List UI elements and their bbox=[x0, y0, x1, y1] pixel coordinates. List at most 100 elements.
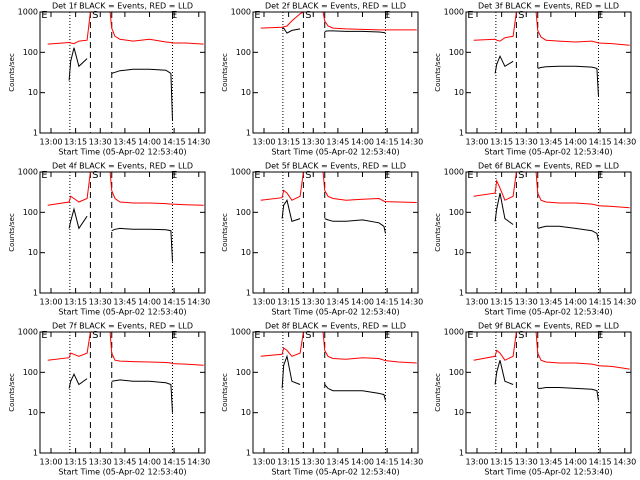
x-tick-label: 13:15 bbox=[490, 138, 513, 147]
y-axis-label: Counts/sec bbox=[434, 213, 442, 252]
y-tick-label: 100 bbox=[449, 368, 464, 377]
x-tick-label: 14:15 bbox=[376, 138, 399, 147]
marker-label: E bbox=[467, 170, 473, 181]
marker-label: E bbox=[597, 170, 603, 181]
x-tick-label: 14:30 bbox=[400, 138, 423, 147]
x-tick-label: 14:00 bbox=[138, 298, 161, 307]
marker-label: S bbox=[518, 330, 524, 341]
x-tick-label: 14:30 bbox=[187, 138, 210, 147]
y-tick-label: 1 bbox=[33, 129, 38, 138]
series-line bbox=[68, 47, 173, 121]
marker-label: E bbox=[467, 10, 473, 21]
x-tick-label: 13:00 bbox=[252, 458, 275, 467]
y-tick-label: 1000 bbox=[231, 8, 251, 17]
y-tick-label: 1 bbox=[246, 289, 251, 298]
x-tick-label: 14:30 bbox=[613, 458, 636, 467]
marker-label: E bbox=[254, 170, 260, 181]
x-axis-label: Start Time (05-Apr-02 12:53:40) bbox=[271, 468, 399, 477]
marker-label: S bbox=[305, 330, 311, 341]
marker-label: E bbox=[384, 10, 390, 21]
y-tick-label: 10 bbox=[241, 408, 251, 417]
panel-title: Det 7f BLACK = Events, RED = LLD bbox=[52, 322, 193, 331]
series-line bbox=[281, 27, 386, 34]
y-tick-label: 1000 bbox=[444, 168, 464, 177]
x-tick-label: 13:45 bbox=[326, 138, 349, 147]
marker-label: E bbox=[467, 330, 473, 341]
x-tick-label: 13:00 bbox=[465, 298, 488, 307]
x-tick-label: 14:00 bbox=[138, 458, 161, 467]
y-tick-label: 1 bbox=[33, 289, 38, 298]
marker-label: S bbox=[92, 330, 98, 341]
y-tick-label: 100 bbox=[236, 368, 251, 377]
x-tick-label: 13:00 bbox=[252, 138, 275, 147]
marker-label: E bbox=[384, 170, 390, 181]
panel-title: Det 9f BLACK = Events, RED = LLD bbox=[478, 322, 619, 331]
x-tick-label: 13:30 bbox=[89, 138, 112, 147]
x-axis-label: Start Time (05-Apr-02 12:53:40) bbox=[484, 308, 612, 317]
x-tick-label: 13:15 bbox=[277, 138, 300, 147]
y-tick-label: 1 bbox=[246, 449, 251, 458]
x-tick-label: 13:15 bbox=[64, 298, 87, 307]
x-axis-label: Start Time (05-Apr-02 12:53:40) bbox=[58, 468, 186, 477]
y-tick-label: 1000 bbox=[231, 168, 251, 177]
marker-label: E bbox=[171, 10, 177, 21]
y-tick-label: 1000 bbox=[18, 8, 38, 17]
x-tick-label: 13:00 bbox=[252, 298, 275, 307]
marker-label: S bbox=[92, 170, 98, 181]
x-tick-label: 14:15 bbox=[589, 298, 612, 307]
y-tick-label: 10 bbox=[28, 408, 38, 417]
series-line bbox=[281, 198, 386, 234]
y-tick-label: 1 bbox=[246, 129, 251, 138]
series-line bbox=[494, 192, 599, 241]
y-tick-label: 10 bbox=[241, 88, 251, 97]
x-tick-label: 14:15 bbox=[376, 458, 399, 467]
y-axis-label: Counts/sec bbox=[8, 373, 16, 412]
marker-label: E bbox=[41, 170, 47, 181]
x-tick-label: 14:00 bbox=[351, 458, 374, 467]
plot-frame bbox=[252, 11, 419, 134]
series-line bbox=[473, 331, 630, 370]
marker-label: S bbox=[305, 170, 311, 181]
marker-label: E bbox=[171, 170, 177, 181]
series-line bbox=[494, 54, 599, 97]
x-tick-label: 13:30 bbox=[302, 458, 325, 467]
plot-frame bbox=[465, 11, 632, 134]
series-line bbox=[68, 373, 173, 413]
x-tick-label: 13:00 bbox=[39, 298, 62, 307]
marker-label: E bbox=[597, 330, 603, 341]
x-axis-label: Start Time (05-Apr-02 12:53:40) bbox=[271, 148, 399, 157]
x-tick-label: 13:15 bbox=[64, 458, 87, 467]
x-tick-label: 14:15 bbox=[163, 298, 186, 307]
panel-title: Det 8f BLACK = Events, RED = LLD bbox=[265, 322, 406, 331]
x-tick-label: 14:15 bbox=[589, 458, 612, 467]
x-tick-label: 14:00 bbox=[351, 298, 374, 307]
series-line bbox=[473, 171, 630, 209]
panel-title: Det 3f BLACK = Events, RED = LLD bbox=[478, 2, 619, 11]
x-tick-label: 13:00 bbox=[39, 138, 62, 147]
marker-label: E bbox=[41, 330, 47, 341]
y-tick-label: 10 bbox=[28, 248, 38, 257]
y-axis-label: Counts/sec bbox=[221, 53, 229, 92]
x-axis-label: Start Time (05-Apr-02 12:53:40) bbox=[58, 148, 186, 157]
plot-frame bbox=[252, 331, 419, 454]
y-tick-label: 100 bbox=[449, 48, 464, 57]
x-tick-label: 13:45 bbox=[113, 458, 136, 467]
y-tick-label: 1000 bbox=[444, 8, 464, 17]
x-tick-label: 13:45 bbox=[326, 298, 349, 307]
y-axis-label: Counts/sec bbox=[434, 53, 442, 92]
series-line bbox=[260, 11, 417, 31]
y-axis-label: Counts/sec bbox=[8, 53, 16, 92]
x-tick-label: 13:45 bbox=[113, 138, 136, 147]
x-tick-label: 13:00 bbox=[465, 138, 488, 147]
x-axis-label: Start Time (05-Apr-02 12:53:40) bbox=[484, 468, 612, 477]
x-tick-label: 14:30 bbox=[613, 298, 636, 307]
series-line bbox=[473, 11, 630, 46]
x-tick-label: 13:15 bbox=[490, 458, 513, 467]
y-tick-label: 1000 bbox=[231, 328, 251, 337]
y-tick-label: 100 bbox=[236, 48, 251, 57]
x-tick-label: 13:15 bbox=[277, 298, 300, 307]
y-tick-label: 10 bbox=[241, 248, 251, 257]
marker-label: E bbox=[254, 330, 260, 341]
series-line bbox=[47, 171, 204, 206]
